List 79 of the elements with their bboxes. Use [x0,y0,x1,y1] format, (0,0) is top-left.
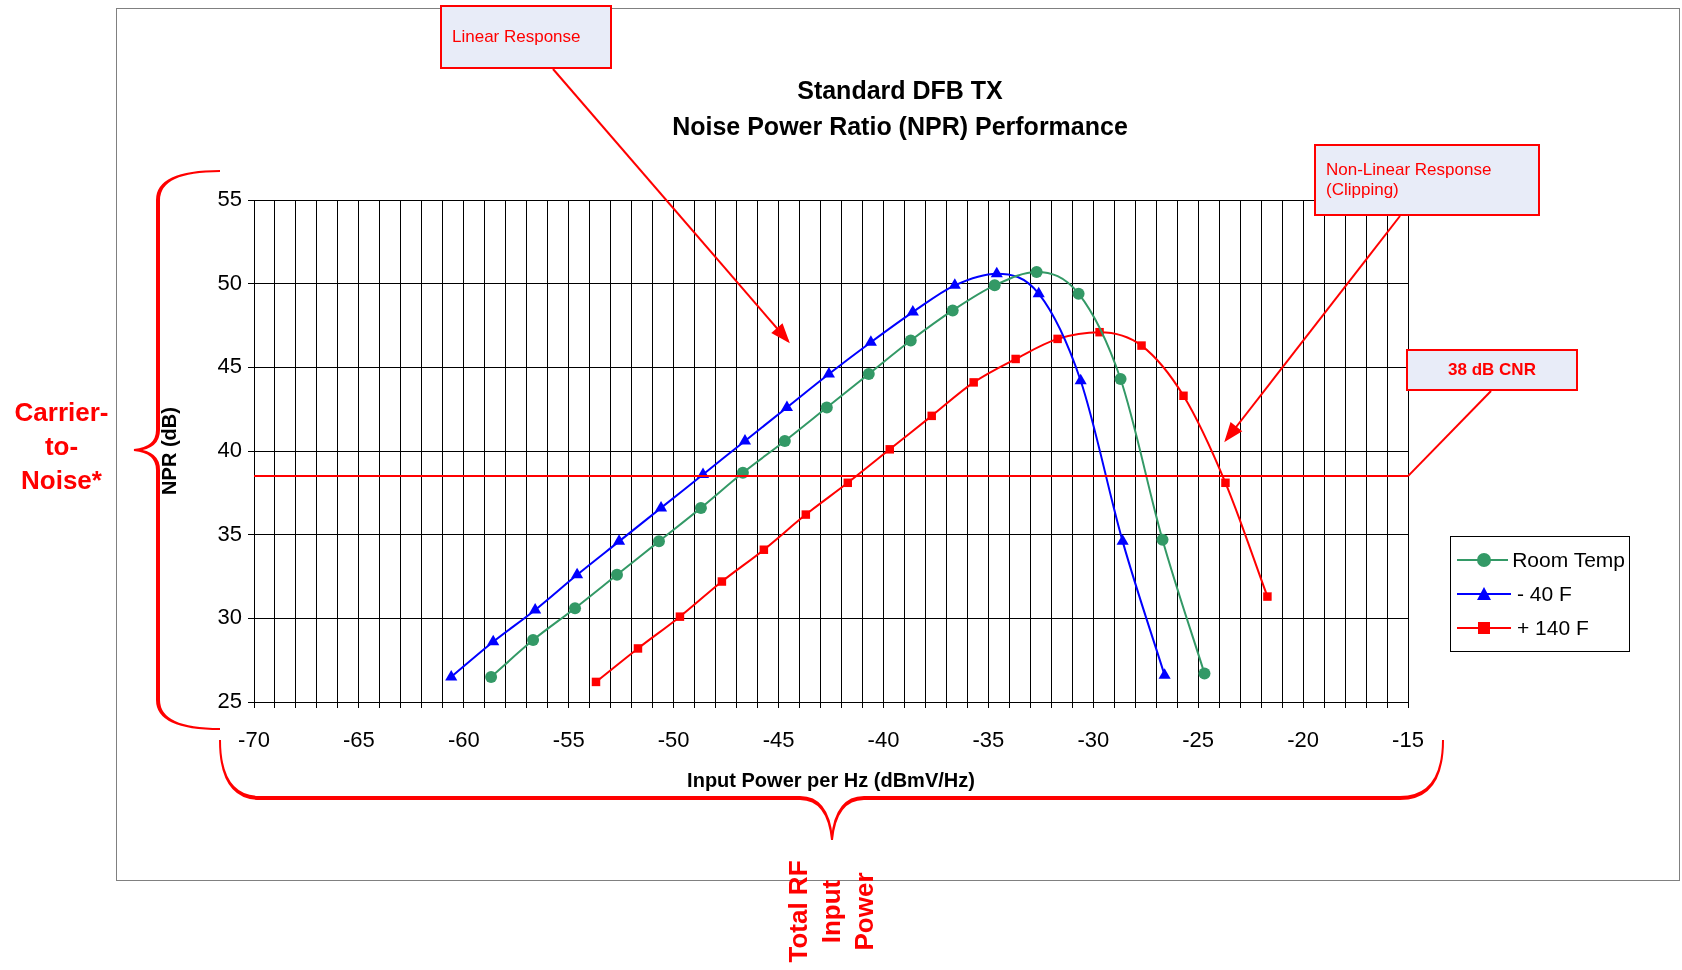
x-tick-label: -50 [657,727,690,753]
point [1158,668,1171,679]
point [1114,373,1127,386]
point [738,433,752,445]
point [1116,534,1129,545]
point [906,305,919,316]
point [927,411,936,421]
y-tick-label: 30 [217,604,242,630]
point [487,634,500,646]
y-tick-label: 50 [217,269,242,295]
point [569,602,582,615]
point [822,367,835,378]
y-tick-label: 40 [217,437,242,463]
point [485,670,498,683]
x-tick-label: -30 [1077,727,1110,753]
point [904,334,917,347]
point [445,669,458,681]
point [778,434,791,447]
callout-box: Linear Response [440,5,612,69]
x-tick-label: -45 [762,727,795,753]
point [780,400,793,411]
y-tick-label: 35 [217,520,242,546]
point [946,304,959,317]
x-tick-label: -40 [867,727,900,753]
x-tick-label: -25 [1182,727,1215,753]
point [1072,287,1085,300]
text: Total RF Input Power [781,859,880,965]
point [820,401,833,414]
x-tick-label: -15 [1392,727,1424,753]
legend-label: + 140 F [1517,616,1589,640]
chart-title: Standard DFB TX [796,75,1004,106]
callout-box: Non-Linear Response (Clipping) [1314,144,1540,216]
point [675,612,685,621]
callout-box: 38 dB CNR [1406,349,1578,391]
point [613,534,626,545]
point [948,278,961,289]
x-tick-label: -20 [1287,727,1319,753]
point [1221,478,1230,488]
point [1030,265,1043,278]
y-tick-label: 25 [217,688,242,714]
y-tick-label: 45 [217,353,242,379]
point [1137,341,1146,350]
y-axis-title: NPR (dB) [157,407,180,495]
point [571,567,584,579]
point [864,335,877,346]
point [1053,334,1062,344]
point [759,545,769,554]
x-tick-label: -55 [552,727,585,753]
point [1263,592,1272,601]
point [610,568,623,581]
point [1074,373,1087,385]
point [990,266,1003,278]
point [527,634,540,647]
point [1179,391,1188,401]
point [717,577,727,586]
x-tick-label: -65 [343,727,375,753]
point [988,279,1001,292]
point [1032,286,1045,298]
point [801,510,811,519]
y-tick-label: 55 [217,186,242,212]
point [633,644,643,653]
x-axis-title: Input Power per Hz (dBmV/Hz) [687,768,975,791]
point [654,500,668,512]
point [862,368,875,381]
legend-label: - 40 F [1517,582,1572,606]
point [885,445,894,454]
x-tick-label: -35 [972,727,1005,753]
legend-label: Room Temp [1512,548,1625,572]
x-tick-label: -60 [447,727,480,753]
point [969,378,978,387]
point [652,535,665,548]
text: Carrier-to-Noise* [13,396,110,497]
point [1011,354,1020,364]
point [694,501,707,514]
x-tick-label: -70 [238,727,270,753]
point [1198,667,1211,680]
point [529,602,542,614]
point [1156,533,1169,546]
chart-subtitle: Noise Power Ratio (NPR) Performance [671,111,1129,142]
